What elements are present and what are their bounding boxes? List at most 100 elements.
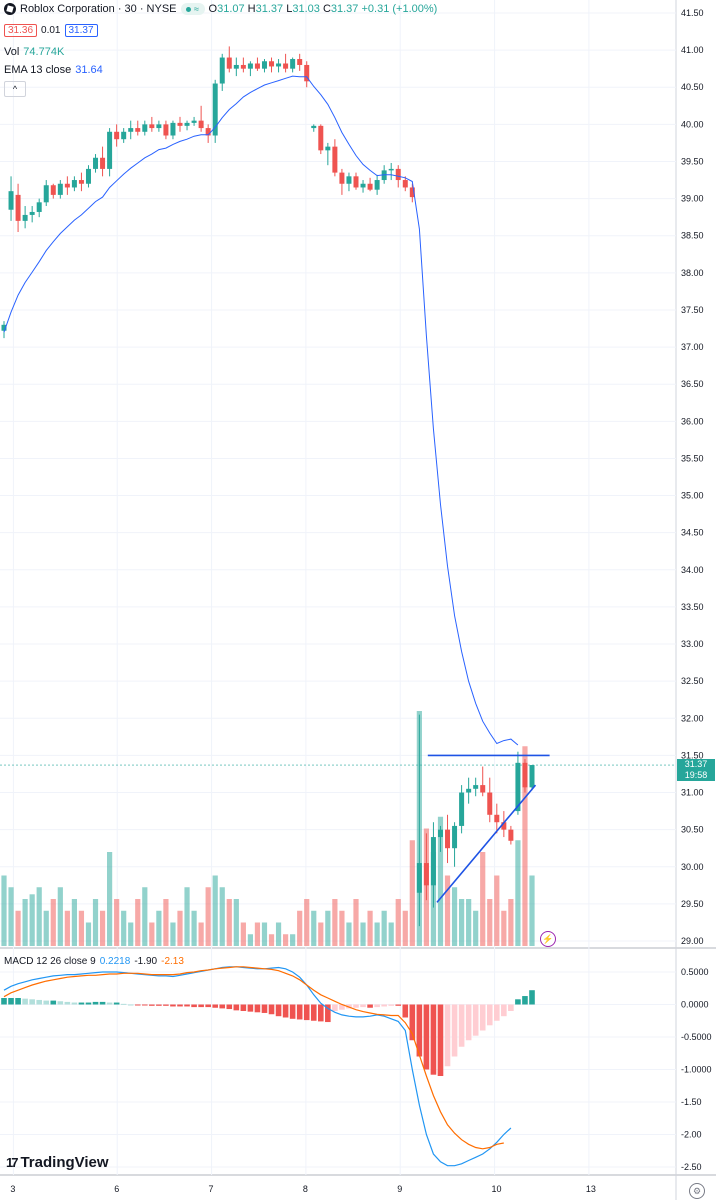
- macd-tick-label: -1.0000: [681, 1065, 712, 1075]
- candle-body: [311, 125, 317, 129]
- macd-histogram-bar: [409, 1004, 416, 1041]
- volume-bar: [374, 922, 380, 946]
- volume-bar: [515, 840, 521, 946]
- price-tick-label: 41.50: [681, 8, 704, 18]
- macd-signal-value: -2.13: [161, 956, 184, 967]
- price-tick-label: 35.50: [681, 453, 704, 463]
- macd-histogram-bar: [360, 1004, 366, 1008]
- volume-bar: [466, 899, 472, 946]
- price-tick-label: 31.00: [681, 788, 704, 798]
- price-tick-label: 40.00: [681, 119, 704, 129]
- macd-histogram-bar: [318, 1004, 324, 1022]
- sell-price-button[interactable]: 31.36: [4, 24, 38, 37]
- macd-histogram-bar: [205, 1004, 211, 1008]
- settings-gear-icon[interactable]: ⚙: [689, 1183, 705, 1199]
- macd-tick-label: 0.0000: [681, 1000, 709, 1010]
- candle-body: [240, 64, 246, 69]
- candle-body: [501, 822, 507, 830]
- symbol-title[interactable]: Roblox Corporation · 30 · NYSE: [20, 3, 177, 15]
- macd-histogram-bar: [367, 1004, 373, 1008]
- price-tick-label: 40.50: [681, 82, 704, 92]
- macd-histogram-bar: [78, 1002, 85, 1005]
- volume-bar: [22, 899, 28, 946]
- macd-histogram-bar: [198, 1004, 204, 1008]
- macd-histogram-bar: [156, 1004, 162, 1006]
- candle-body: [254, 63, 260, 69]
- macd-histogram-bar: [226, 1004, 233, 1010]
- ema-label[interactable]: EMA 13 close: [4, 64, 72, 76]
- volume-bar: [529, 875, 535, 946]
- volume-bar: [184, 887, 190, 946]
- candle-body: [8, 191, 14, 210]
- volume-bar: [142, 887, 148, 946]
- volume-value: 74.774K: [23, 46, 65, 58]
- candle-body: [22, 214, 28, 221]
- candle-body: [1, 324, 7, 331]
- volume-bar: [311, 910, 317, 946]
- visibility-toggle-icon[interactable]: ≈: [180, 3, 205, 15]
- price-tick-label: 30.00: [681, 862, 704, 872]
- volume-bar: [283, 934, 289, 946]
- macd-histogram: [1, 990, 535, 1076]
- volume-bar: [114, 899, 120, 946]
- volume-bar: [501, 910, 507, 946]
- candle-body: [318, 125, 324, 151]
- price-tick-label: 32.50: [681, 676, 704, 686]
- macd-histogram-bar: [402, 1004, 409, 1018]
- macd-histogram-bar: [289, 1004, 296, 1019]
- time-tick-label: 6: [114, 1184, 119, 1194]
- volume-bar: [212, 875, 218, 946]
- price-tick-label: 36.50: [681, 379, 704, 389]
- candle-body: [423, 863, 429, 886]
- volume-bar: [480, 852, 486, 946]
- volume-bar: [473, 910, 479, 946]
- volume-bar: [50, 899, 56, 946]
- candle-body: [149, 124, 155, 129]
- trendline: [436, 784, 537, 903]
- volume-bar: [99, 910, 106, 946]
- volume-bar: [198, 922, 204, 946]
- buy-price-button[interactable]: 31.37: [64, 24, 98, 37]
- volume-bar: [205, 887, 211, 946]
- volume-bar: [233, 899, 239, 946]
- volume-bar: [1, 875, 7, 946]
- macd-histogram-bar: [233, 1004, 240, 1011]
- price-tick-label: 37.50: [681, 305, 704, 315]
- macd-histogram-bar: [29, 999, 35, 1005]
- macd-histogram-bar: [184, 1004, 190, 1007]
- volume-bar: [191, 910, 197, 946]
- volume-label[interactable]: Vol: [4, 46, 20, 58]
- macd-line: [3, 966, 512, 1167]
- candle-body: [205, 128, 211, 136]
- macd-histogram-bar: [170, 1004, 176, 1007]
- price-tick-label: 33.50: [681, 602, 704, 612]
- candle-body: [114, 131, 120, 140]
- candle-body: [198, 120, 204, 129]
- macd-histogram-bar: [254, 1004, 261, 1013]
- candle-body: [15, 194, 21, 221]
- candle-body: [304, 64, 310, 82]
- candle-body: [269, 61, 275, 67]
- trendlines: [427, 754, 550, 903]
- candle-body: [346, 176, 352, 184]
- candle-body: [353, 176, 359, 188]
- lightning-icon[interactable]: ⚡: [540, 931, 556, 947]
- collapse-indicators-button[interactable]: ^: [4, 81, 26, 97]
- volume-bar: [275, 922, 282, 946]
- candle-body: [515, 762, 521, 812]
- macd-histogram-bar: [1, 998, 7, 1005]
- candle-body: [142, 124, 148, 132]
- candle-body: [529, 765, 535, 788]
- time-tick-label: 9: [397, 1184, 402, 1194]
- volume-bar: [367, 910, 373, 946]
- candle-body: [85, 168, 91, 184]
- volume-bar: [261, 922, 268, 946]
- macd-histogram-bar: [113, 1002, 120, 1005]
- volume-bar: [92, 899, 99, 946]
- volume-bar: [395, 899, 401, 946]
- candle-body: [233, 64, 239, 69]
- macd-histogram-bar: [57, 1001, 64, 1005]
- macd-label[interactable]: MACD 12 26 close 9: [4, 956, 96, 967]
- macd-histogram-bar: [395, 1004, 402, 1006]
